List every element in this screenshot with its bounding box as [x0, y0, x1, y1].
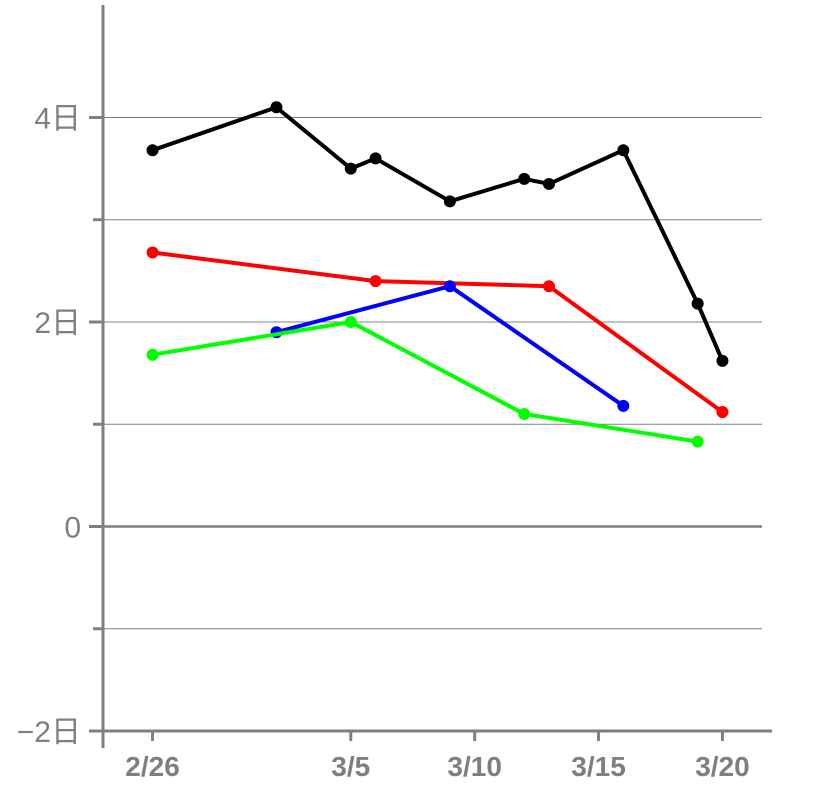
axes: [101, 5, 772, 748]
y-tick-label: 2日: [34, 307, 81, 340]
data-point: [691, 297, 704, 310]
data-point: [443, 195, 456, 208]
data-point: [716, 405, 729, 418]
series: [146, 101, 729, 448]
data-point: [543, 177, 555, 190]
data-point: [518, 408, 531, 421]
data-point: [617, 399, 630, 412]
x-tick-label: 3/20: [695, 751, 750, 782]
x-tick-label: 3/5: [331, 751, 370, 782]
data-point: [270, 101, 283, 114]
series-0: [146, 101, 729, 367]
data-point: [146, 348, 159, 361]
series-3: [146, 315, 704, 448]
data-point: [369, 152, 382, 165]
x-tick-label: 3/15: [571, 751, 626, 782]
x-tick-label: 2/26: [125, 751, 180, 782]
y-tick-label: −2日: [17, 716, 81, 749]
data-point: [369, 275, 382, 288]
data-point: [716, 354, 729, 367]
gridlines: [103, 116, 762, 630]
series-line: [150, 320, 700, 444]
data-point: [543, 280, 555, 293]
data-point: [344, 162, 357, 175]
data-point: [146, 144, 159, 157]
series-1: [146, 246, 729, 418]
data-point: [691, 435, 704, 448]
series-line: [150, 105, 725, 363]
y-tick-label: 4日: [34, 102, 81, 135]
x-ticks: 2/26 3/5 3/10 3/15 3/20: [125, 731, 750, 782]
data-point: [146, 246, 159, 259]
data-point: [344, 315, 357, 328]
y-ticks: 4日 2日 0 −2日: [17, 102, 103, 749]
data-point: [617, 144, 630, 157]
y-tick-label: 0: [64, 511, 81, 544]
data-point: [518, 172, 531, 185]
data-point: [443, 280, 456, 293]
series-line: [150, 250, 725, 414]
series-2: [270, 280, 630, 412]
x-tick-label: 3/10: [447, 751, 502, 782]
